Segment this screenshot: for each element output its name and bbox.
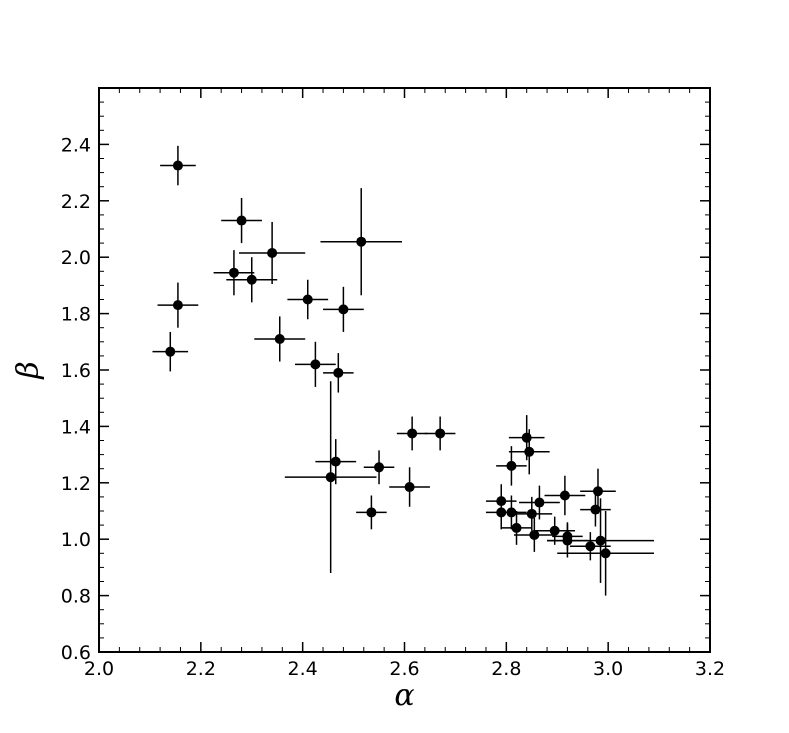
x-axis-label: α <box>394 678 414 713</box>
data-point <box>506 507 517 518</box>
data-point <box>325 472 336 483</box>
data-point <box>267 247 278 258</box>
data-point <box>310 359 321 370</box>
point-layer <box>165 160 611 559</box>
data-point <box>511 522 522 533</box>
data-point <box>165 346 176 357</box>
x-tick-label: 2.2 <box>186 658 216 680</box>
y-axis-label: β <box>11 361 46 379</box>
data-point <box>592 486 603 497</box>
y-tick-label: 1.0 <box>61 529 91 551</box>
y-tick-label: 2.0 <box>61 247 91 269</box>
x-tick-label: 2.8 <box>491 658 521 680</box>
data-point <box>366 507 377 518</box>
tick-layer: 2.0 2.2 2.4 2.6 2.8 3.0 3.2 0.6 0.8 1.0 1.2 1.4 1.6 1… <box>61 88 725 680</box>
data-point <box>330 456 341 467</box>
data-point <box>534 497 545 508</box>
data-point <box>302 294 313 305</box>
x-tick-label: 2.4 <box>288 658 318 680</box>
data-point <box>506 460 517 471</box>
data-point <box>521 432 532 443</box>
data-point <box>559 490 570 501</box>
data-point <box>496 496 507 507</box>
y-tick-label: 2.4 <box>61 134 91 156</box>
x-tick-label: 3.0 <box>593 658 623 680</box>
data-point <box>374 462 385 473</box>
errorbar-layer <box>152 145 654 596</box>
x-tick-label: 2.6 <box>389 658 419 680</box>
data-point <box>600 548 611 559</box>
data-point <box>172 160 183 171</box>
y-tick-label: 1.8 <box>61 304 91 326</box>
data-point <box>274 333 285 344</box>
data-point <box>228 267 239 278</box>
data-point <box>236 215 247 226</box>
data-point <box>404 482 415 493</box>
data-point <box>590 504 601 515</box>
data-point <box>356 236 367 247</box>
y-tick-label: 1.6 <box>61 360 91 382</box>
data-point <box>526 508 537 519</box>
data-point <box>585 541 596 552</box>
data-point <box>333 367 344 378</box>
data-point <box>338 304 349 315</box>
data-point <box>529 529 540 540</box>
y-tick-label: 1.2 <box>61 473 91 495</box>
y-tick-label: 0.6 <box>61 642 91 664</box>
y-tick-label: 1.4 <box>61 416 91 438</box>
data-point <box>407 428 418 439</box>
data-point <box>496 507 507 518</box>
y-tick-label: 0.8 <box>61 586 91 608</box>
x-tick-label: 2.0 <box>84 658 114 680</box>
data-point <box>524 446 535 457</box>
data-point <box>435 428 446 439</box>
x-tick-label: 3.2 <box>695 658 725 680</box>
y-tick-label: 2.2 <box>61 191 91 213</box>
data-point <box>246 274 257 285</box>
plot-frame <box>98 87 711 653</box>
data-point <box>172 300 183 311</box>
data-point <box>549 525 560 536</box>
data-point <box>562 535 573 546</box>
data-point <box>595 535 606 546</box>
